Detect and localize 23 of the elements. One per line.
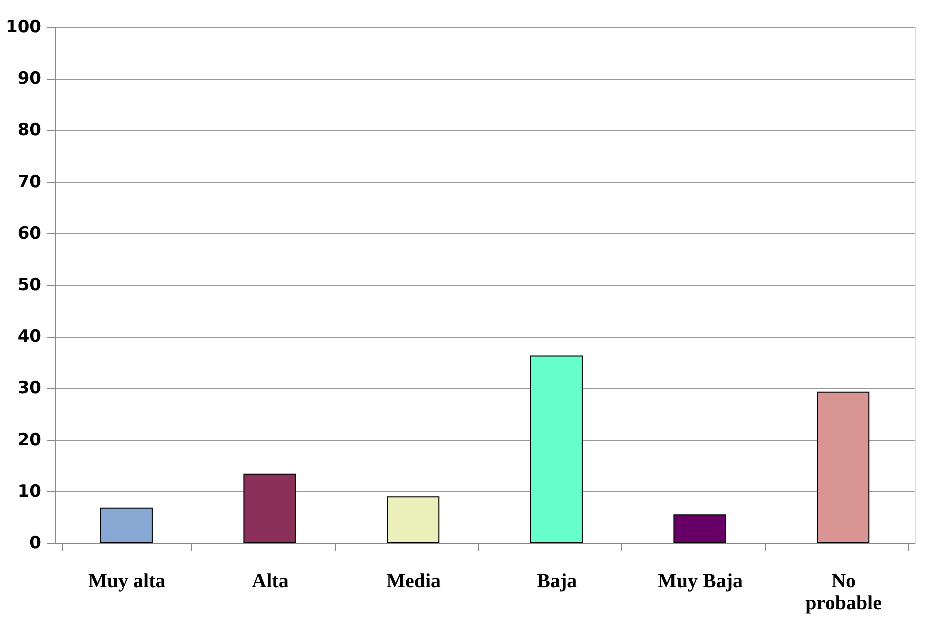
x-tick-label: Baja [537,570,578,592]
y-tick-label: 90 [18,69,42,90]
bar [674,514,726,544]
y-tick-label: 20 [18,430,42,450]
bar [100,508,153,544]
y-tick-label: 30 [18,378,42,399]
x-tick-label: No probable [806,570,882,614]
y-tick-label: 0 [30,534,42,554]
x-tick-label: Muy Baja [658,570,743,592]
y-tick-label: 60 [18,224,42,244]
y-tick-label: 80 [18,120,42,141]
x-tick-label: Media [386,570,442,592]
bar [244,474,296,544]
y-tick-label: 100 [6,18,42,38]
bar [387,496,440,544]
y-tick-label: 50 [18,276,42,296]
x-tick-label: Alta [252,570,289,592]
bar [530,356,583,544]
bar [817,392,870,544]
y-tick-label: 10 [18,482,42,502]
x-tick-label: Muy alta [88,570,166,592]
y-tick-label: 40 [18,327,42,348]
y-tick-label: 70 [18,172,42,192]
